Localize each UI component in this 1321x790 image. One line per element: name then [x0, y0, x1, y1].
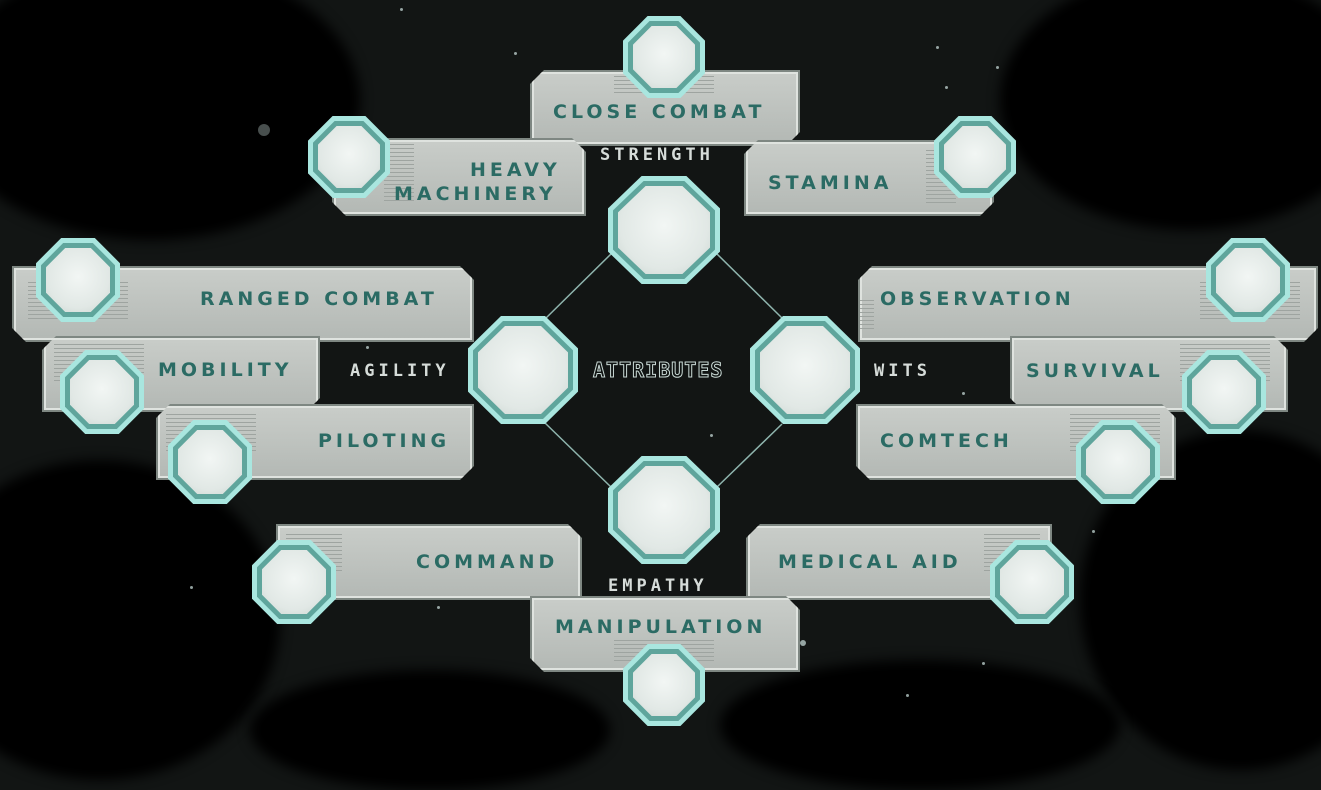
skill-octagon-observation[interactable] [1206, 238, 1290, 322]
skill-label-close-combat: CLOSE COMBAT [553, 101, 766, 123]
star [400, 8, 403, 11]
skill-label-observation: OBSERVATION [880, 288, 1075, 310]
attribute-octagon-empathy[interactable] [608, 456, 720, 564]
skill-label-survival: SURVIVAL [1026, 360, 1164, 382]
star [437, 606, 440, 609]
skill-label-heavy-machinery-2: MACHINERY [394, 183, 557, 205]
panel-stripes [860, 300, 874, 330]
skill-label-heavy-machinery-1: HEAVY [470, 159, 561, 181]
star [514, 52, 517, 55]
skill-label-command: COMMAND [416, 551, 559, 573]
skill-label-mobility: MOBILITY [158, 359, 293, 381]
attribute-label-strength: STRENGTH [600, 145, 714, 165]
skill-octagon-close-combat[interactable] [623, 16, 705, 98]
skill-octagon-piloting[interactable] [168, 420, 252, 504]
skill-octagon-ranged-combat[interactable] [36, 238, 120, 322]
star [996, 66, 999, 69]
star [982, 662, 985, 665]
star [1092, 530, 1095, 533]
skill-octagon-manipulation[interactable] [623, 644, 705, 726]
star [366, 346, 369, 349]
star [258, 124, 270, 136]
skill-octagon-mobility[interactable] [60, 350, 144, 434]
attribute-octagon-wits[interactable] [750, 316, 860, 424]
star [710, 434, 713, 437]
skill-octagon-command[interactable] [252, 540, 336, 624]
skill-label-ranged-combat: RANGED COMBAT [200, 288, 438, 310]
skill-label-medical-aid: MEDICAL AID [778, 551, 962, 573]
attribute-octagon-strength[interactable] [608, 176, 720, 284]
skill-label-manipulation: MANIPULATION [555, 616, 767, 638]
skill-label-stamina: STAMINA [768, 172, 893, 194]
skill-octagon-survival[interactable] [1182, 350, 1266, 434]
star [945, 86, 948, 89]
skill-octagon-comtech[interactable] [1076, 420, 1160, 504]
star [800, 640, 806, 646]
skill-label-comtech: COMTECH [880, 430, 1013, 452]
skill-octagon-stamina[interactable] [934, 116, 1016, 198]
attribute-connector-lines [543, 252, 783, 489]
attribute-label-agility: AGILITY [350, 361, 450, 381]
skill-octagon-heavy-machinery[interactable] [308, 116, 390, 198]
star [906, 694, 909, 697]
attribute-octagon-agility[interactable] [468, 316, 578, 424]
bg-shadow [0, 460, 280, 780]
star [936, 46, 939, 49]
skill-label-piloting: PILOTING [318, 430, 451, 452]
skill-octagon-medical-aid[interactable] [990, 540, 1074, 624]
attribute-label-wits: WITS [874, 361, 931, 381]
attribute-label-empathy: EMPATHY [608, 576, 708, 596]
star [190, 586, 193, 589]
star [962, 392, 965, 395]
center-title: ATTRIBUTES [592, 358, 724, 383]
